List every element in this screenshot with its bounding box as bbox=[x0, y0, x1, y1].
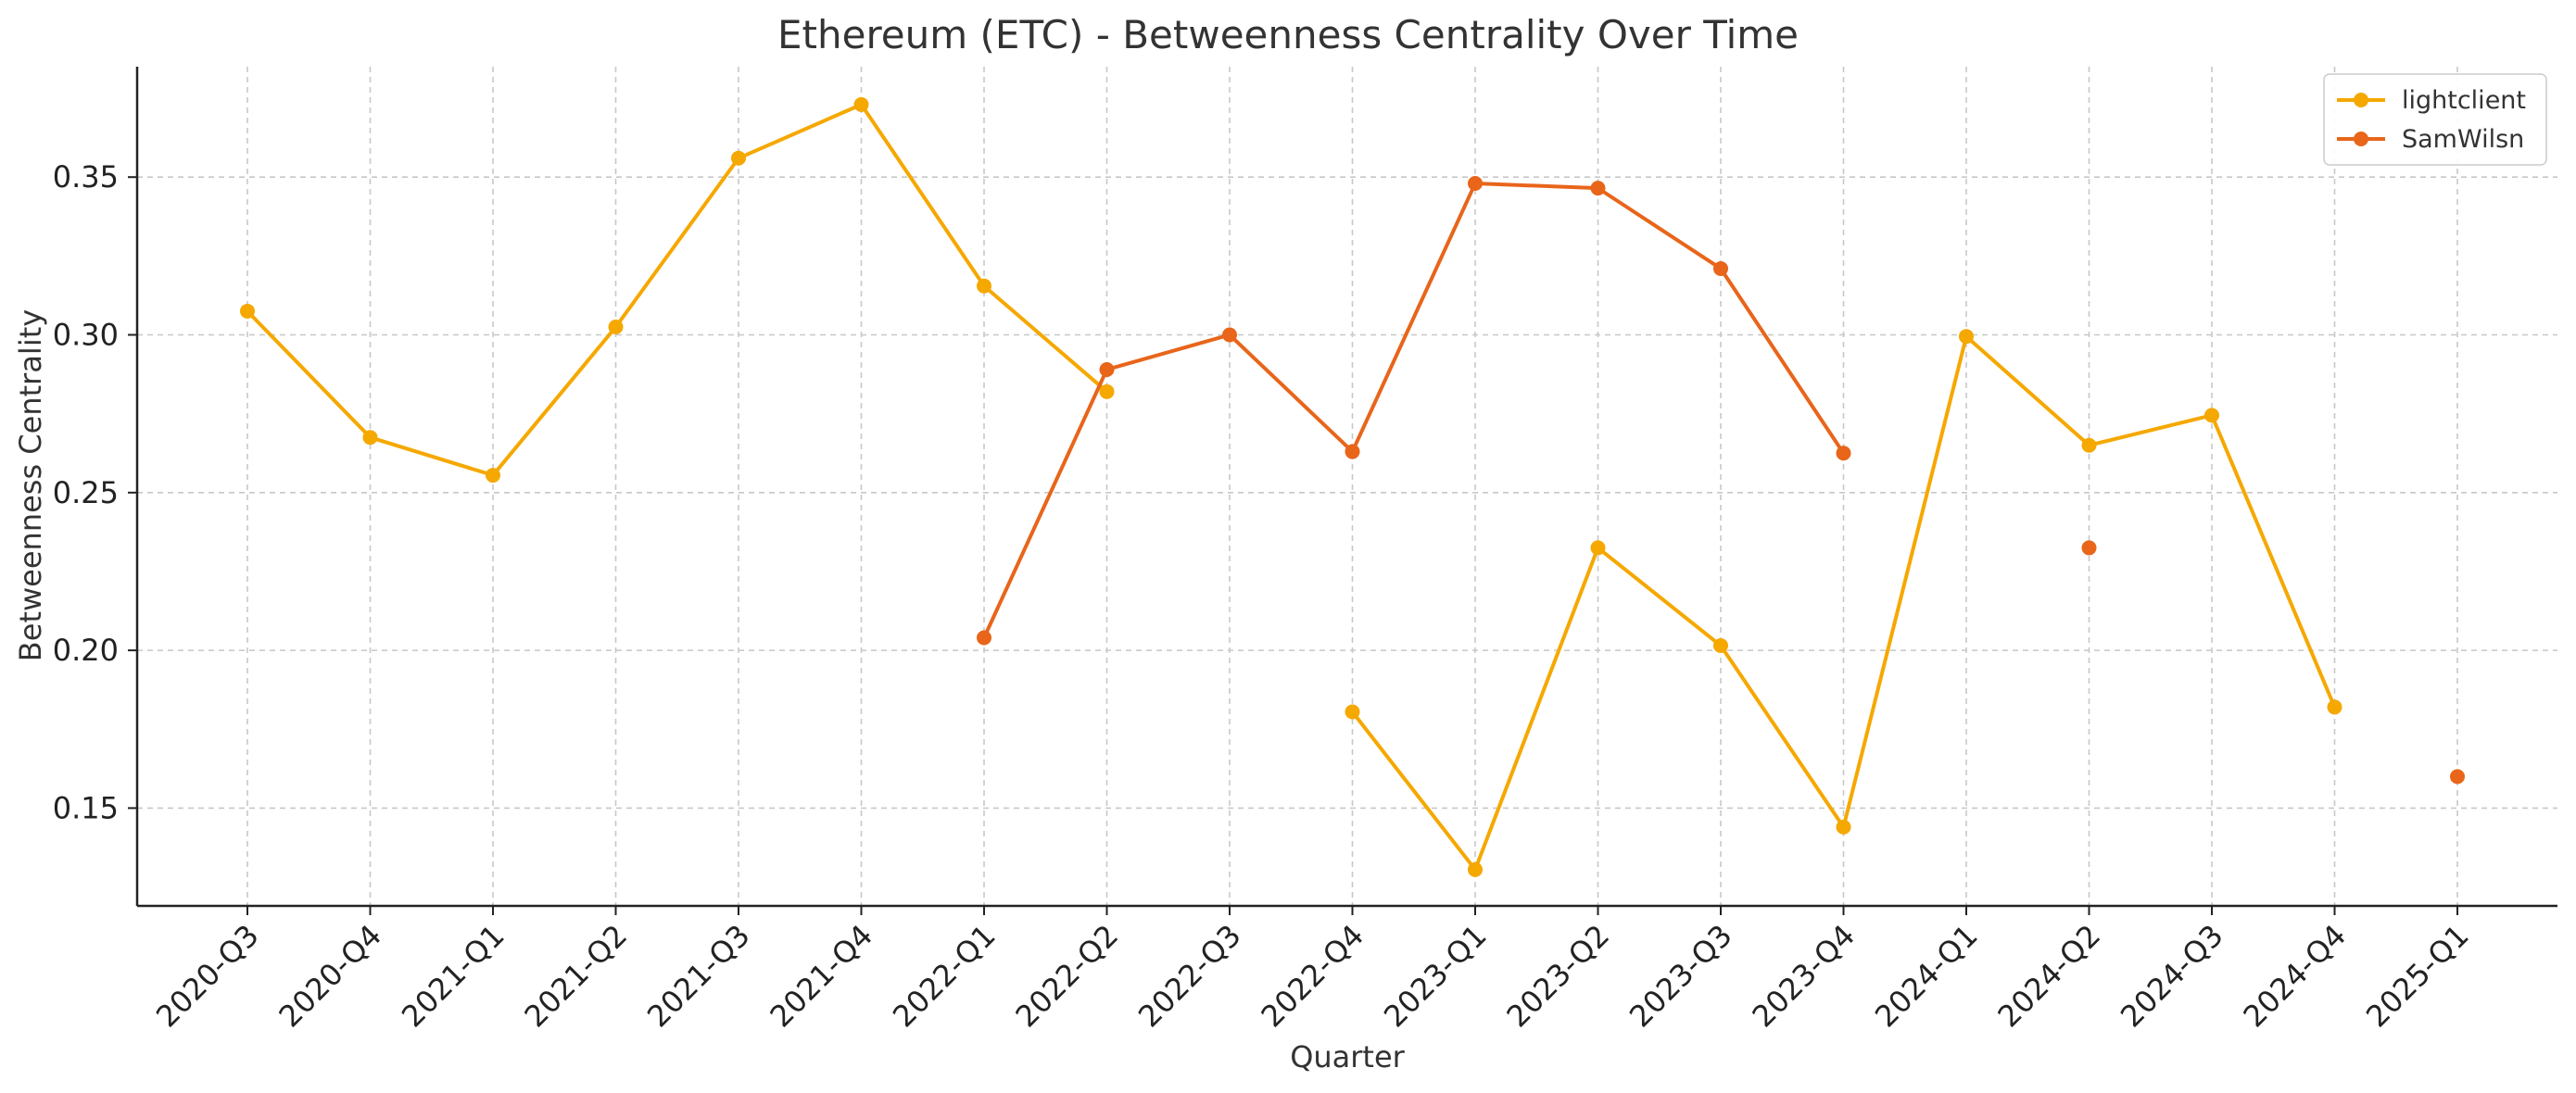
data-point bbox=[362, 430, 378, 446]
data-point bbox=[1099, 361, 1115, 377]
x-tick-label: 2021-Q1 bbox=[395, 918, 511, 1035]
x-tick-label: 2024-Q3 bbox=[2114, 918, 2230, 1035]
legend-box bbox=[2323, 73, 2547, 166]
series-line bbox=[982, 182, 1846, 639]
legend[interactable]: lightclient SamWilsn bbox=[2323, 73, 2547, 166]
x-axis-ticks: 2020-Q3 2020-Q4 2021-Q1 2021-Q2 2021-Q3 2021-… bbox=[149, 906, 2476, 1034]
series-lightclient bbox=[240, 96, 2342, 877]
x-tick-label: 2023-Q4 bbox=[1746, 918, 1863, 1035]
data-point bbox=[1713, 638, 1728, 654]
y-tick-label: 0.35 bbox=[53, 159, 119, 195]
data-point bbox=[2081, 540, 2097, 556]
x-tick-label: 2020-Q3 bbox=[149, 918, 266, 1035]
series-line bbox=[246, 102, 1108, 478]
y-tick-label: 0.20 bbox=[53, 633, 119, 668]
data-point bbox=[2450, 769, 2465, 785]
data-point bbox=[1590, 540, 1606, 556]
data-point bbox=[608, 319, 624, 334]
data-point bbox=[1836, 819, 1851, 835]
data-series bbox=[240, 96, 2465, 877]
x-tick-label: 2022-Q2 bbox=[1009, 918, 1126, 1035]
data-point bbox=[1836, 446, 1851, 461]
y-axis-label: Betweenness Centrality bbox=[13, 309, 48, 661]
y-tick-label: 0.30 bbox=[53, 318, 119, 353]
data-point bbox=[1345, 704, 1360, 720]
data-point bbox=[2081, 437, 2097, 453]
x-tick-label: 2022-Q3 bbox=[1131, 918, 1248, 1035]
x-tick-label: 2022-Q4 bbox=[1255, 918, 1371, 1035]
x-tick-label: 2024-Q2 bbox=[1991, 918, 2108, 1035]
x-tick-label: 2020-Q4 bbox=[272, 918, 389, 1035]
data-point bbox=[2204, 408, 2219, 423]
data-point bbox=[1222, 327, 1237, 343]
x-tick-label: 2024-Q4 bbox=[2237, 918, 2354, 1035]
x-tick-label: 2025-Q1 bbox=[2359, 918, 2476, 1035]
legend-item-lightclient[interactable]: lightclient bbox=[2337, 86, 2526, 115]
x-tick-label: 2024-Q1 bbox=[1868, 918, 1985, 1035]
legend-marker bbox=[2354, 93, 2368, 107]
x-tick-label: 2021-Q2 bbox=[518, 918, 635, 1035]
data-point bbox=[2327, 699, 2342, 715]
data-point bbox=[240, 303, 255, 319]
data-point bbox=[1099, 383, 1115, 399]
chart-title: Ethereum (ETC) - Betweenness Centrality … bbox=[777, 12, 1799, 57]
x-tick-label: 2021-Q3 bbox=[640, 918, 757, 1035]
x-axis-label: Quarter bbox=[1290, 1039, 1405, 1074]
x-tick-label: 2021-Q4 bbox=[764, 918, 880, 1035]
axes bbox=[135, 67, 2557, 908]
data-point bbox=[1590, 181, 1606, 196]
data-point bbox=[1468, 176, 1483, 192]
x-tick-label: 2023-Q3 bbox=[1623, 918, 1739, 1035]
grid-lines bbox=[137, 67, 2557, 906]
legend-label: SamWilsn bbox=[2402, 125, 2524, 154]
data-point bbox=[853, 96, 869, 112]
data-point bbox=[731, 150, 746, 166]
legend-marker bbox=[2354, 132, 2368, 146]
data-point bbox=[977, 278, 991, 294]
data-point bbox=[1468, 861, 1483, 877]
series-SamWilsn bbox=[977, 176, 2465, 785]
legend-label: lightclient bbox=[2402, 86, 2526, 115]
data-point bbox=[977, 630, 991, 646]
data-point bbox=[486, 468, 500, 484]
x-tick-label: 2023-Q2 bbox=[1500, 918, 1617, 1035]
y-tick-label: 0.15 bbox=[53, 790, 119, 825]
x-tick-label: 2022-Q1 bbox=[886, 918, 1003, 1035]
data-point bbox=[1345, 444, 1360, 459]
data-point bbox=[1959, 329, 1974, 345]
legend-item-SamWilsn[interactable]: SamWilsn bbox=[2337, 125, 2524, 154]
x-tick-label: 2023-Q1 bbox=[1377, 918, 1494, 1035]
y-tick-label: 0.25 bbox=[53, 475, 119, 510]
data-point bbox=[1713, 260, 1728, 276]
y-axis-ticks: 0.15 0.20 0.25 0.30 0.35 bbox=[53, 159, 137, 825]
